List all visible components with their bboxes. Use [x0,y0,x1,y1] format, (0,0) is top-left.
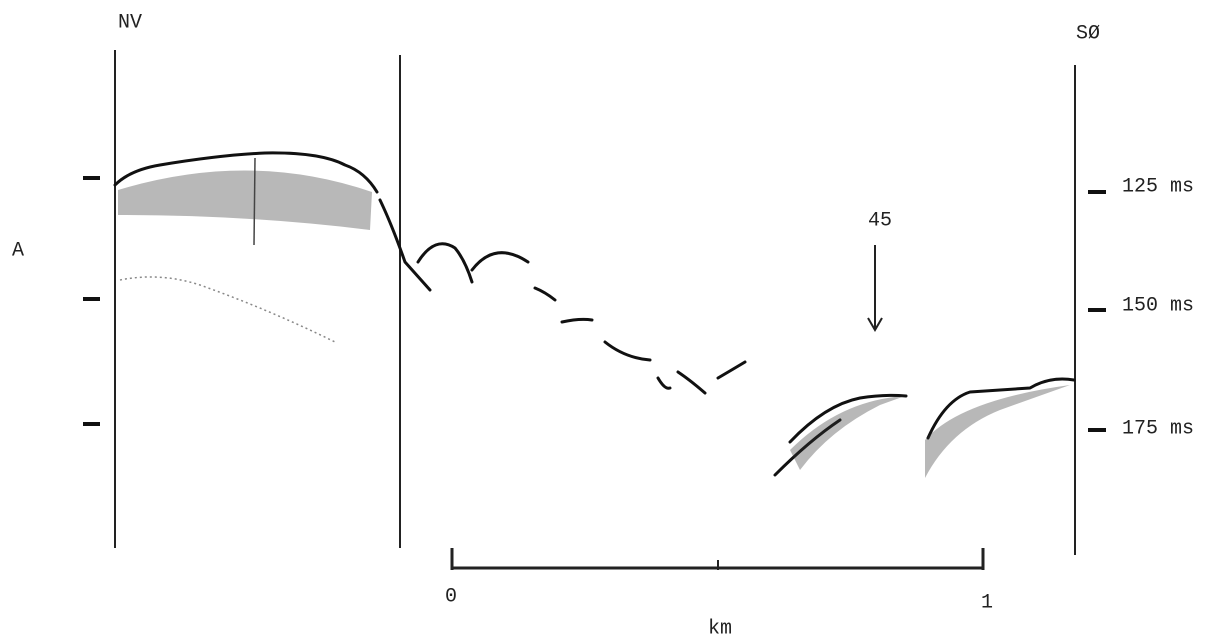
time-label: 150 ms [1122,294,1194,317]
right-end-label: SØ [1076,22,1100,45]
scale-bar [450,548,985,570]
scale-start: 0 [445,585,457,608]
time-label: 125 ms [1122,175,1194,198]
scale-unit: km [708,617,732,640]
left-end-label: NV [118,11,142,34]
time-label: 175 ms [1122,417,1194,440]
reflectors [113,151,1076,478]
marker-arrowhead [867,317,883,332]
profile-label: A [12,239,24,262]
marker-label: 45 [868,209,892,232]
scale-end: 1 [981,591,993,614]
